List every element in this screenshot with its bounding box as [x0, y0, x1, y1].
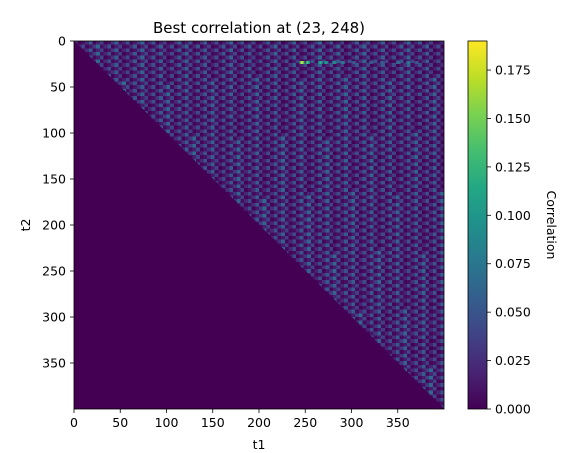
colorbar-tick-label: 0.025 [495, 353, 531, 368]
x-tick-label: 350 [386, 415, 410, 430]
colorbar-tick-label: 0.050 [495, 305, 531, 320]
x-tick-label: 0 [70, 415, 78, 430]
colorbar-tick-label: 0.100 [495, 208, 531, 223]
y-tick-label: 250 [42, 264, 66, 279]
y-tick-label: 150 [42, 172, 66, 187]
x-tick-label: 50 [112, 415, 128, 430]
y-tick-label: 200 [42, 218, 66, 233]
x-tick-label: 300 [340, 415, 364, 430]
chart-title: Best correlation at (23, 248) [153, 19, 365, 37]
colorbar [468, 41, 487, 409]
y-tick-label: 0 [58, 34, 66, 49]
y-axis-label: t2 [18, 219, 33, 232]
x-tick-label: 100 [155, 415, 179, 430]
y-tick-label: 350 [42, 356, 66, 371]
heatmap-canvas-wrapper [74, 41, 444, 409]
colorbar-tick-label: 0.150 [495, 111, 531, 126]
colorbar-tick-label: 0.125 [495, 159, 531, 174]
y-tick-label: 50 [50, 80, 66, 95]
x-tick-label: 200 [247, 415, 271, 430]
x-tick-label: 150 [201, 415, 225, 430]
colorbar-label: Correlation [544, 191, 559, 260]
x-axis: 0 50 100 150 200 250 300 350 [70, 409, 410, 430]
heatmap-image [74, 41, 444, 409]
colorbar-tick-label: 0.175 [495, 63, 531, 78]
colorbar-frame [467, 40, 488, 410]
x-axis-label: t1 [253, 437, 266, 452]
x-tick-label: 250 [293, 415, 317, 430]
colorbar-tick-label: 0.075 [495, 256, 531, 271]
colorbar-axis: 0.000 0.025 0.050 0.075 0.100 0.125 0.150 0.175 [487, 63, 531, 417]
y-tick-label: 100 [42, 126, 66, 141]
y-axis: 0 50 100 150 200 250 300 350 [42, 34, 74, 371]
y-tick-label: 300 [42, 310, 66, 325]
colorbar-tick-label: 0.000 [495, 402, 531, 417]
